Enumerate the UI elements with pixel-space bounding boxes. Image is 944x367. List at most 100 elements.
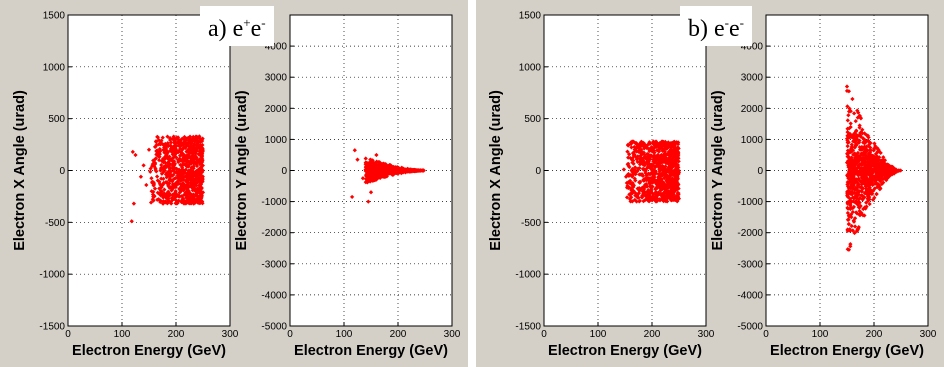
data-point [854, 142, 859, 148]
data-point [133, 152, 138, 158]
data-point [667, 142, 672, 147]
data-point [846, 222, 851, 227]
y-tick-label: -1000 [737, 197, 763, 208]
data-point [845, 205, 850, 210]
data-point [866, 186, 872, 191]
data-point [872, 186, 877, 191]
data-point [164, 148, 169, 153]
data-point [157, 154, 162, 159]
data-point [186, 173, 191, 178]
x-tick-label: 100 [812, 329, 829, 340]
data-point [200, 149, 205, 155]
data-point [175, 171, 180, 176]
data-point [355, 157, 360, 162]
data-point [845, 247, 850, 252]
x-tick-label: 200 [644, 329, 661, 340]
data-point [860, 170, 865, 175]
data-point [172, 182, 177, 187]
data-point [848, 109, 853, 114]
data-point [881, 167, 886, 172]
y-tick-label: -5000 [737, 322, 763, 333]
y-tick-label: 4000 [265, 42, 288, 53]
data-point [185, 183, 191, 189]
data-point [162, 187, 167, 192]
data-point [668, 182, 674, 188]
data-point [421, 168, 426, 173]
data-point [877, 155, 882, 160]
data-point [885, 167, 891, 172]
data-point [182, 141, 187, 146]
data-point [846, 217, 851, 222]
data-point [374, 174, 379, 179]
data-point [886, 162, 891, 168]
data-point [164, 175, 169, 180]
data-point [364, 169, 370, 174]
data-point [180, 136, 185, 141]
data-point [349, 194, 355, 200]
panel-b-title-sup: - [724, 15, 729, 30]
data-point [880, 177, 885, 182]
data-point [360, 176, 366, 181]
data-point [665, 180, 671, 186]
data-point [188, 156, 193, 161]
y-tick-label: 1000 [265, 135, 288, 146]
data-point [875, 170, 881, 175]
data-point [193, 147, 199, 153]
data-point [849, 149, 854, 154]
data-point [153, 156, 159, 161]
data-point [857, 125, 862, 130]
x-tick-label: 0 [65, 329, 71, 340]
data-point [364, 172, 369, 177]
data-point [852, 163, 857, 168]
y-tick-label: 2000 [741, 104, 764, 115]
data-point [850, 206, 855, 211]
data-point [177, 138, 182, 143]
data-point [866, 198, 871, 203]
data-point [199, 168, 204, 173]
data-point [176, 198, 181, 204]
panel-b-title-main: b) e [688, 16, 725, 42]
data-point [857, 138, 862, 143]
data-point [624, 195, 630, 200]
y-tick-label: -5000 [261, 322, 287, 333]
data-point [160, 135, 165, 140]
data-point [629, 141, 634, 146]
data-point [852, 111, 857, 116]
data-point [365, 177, 370, 182]
data-point [187, 170, 193, 175]
data-point [158, 199, 163, 205]
data-point [181, 153, 187, 158]
data-point [877, 165, 882, 170]
data-point [661, 139, 666, 144]
data-point [639, 172, 644, 177]
data-point [637, 144, 643, 150]
data-point [859, 182, 864, 187]
data-point [197, 188, 202, 193]
data-point [849, 142, 854, 147]
panel-b-title-mid: e [729, 16, 740, 42]
data-point [166, 194, 171, 199]
data-point [867, 148, 873, 153]
data-point [159, 162, 164, 168]
data-point [845, 151, 850, 156]
data-point [854, 211, 860, 216]
data-point [862, 144, 867, 149]
data-point [851, 183, 856, 188]
data-point [856, 182, 861, 187]
data-point [199, 145, 205, 150]
data-point [164, 164, 169, 169]
data-point [385, 166, 390, 171]
data-point [849, 199, 854, 204]
data-point [874, 180, 879, 186]
data-point [149, 189, 154, 194]
data-point [650, 163, 655, 168]
data-point [668, 161, 673, 166]
data-point [159, 176, 164, 181]
data-point [163, 194, 168, 199]
data-point [189, 148, 194, 153]
data-point [131, 201, 137, 206]
data-point [197, 143, 202, 148]
data-point [160, 201, 166, 206]
data-point [172, 152, 177, 157]
data-point [192, 160, 197, 165]
